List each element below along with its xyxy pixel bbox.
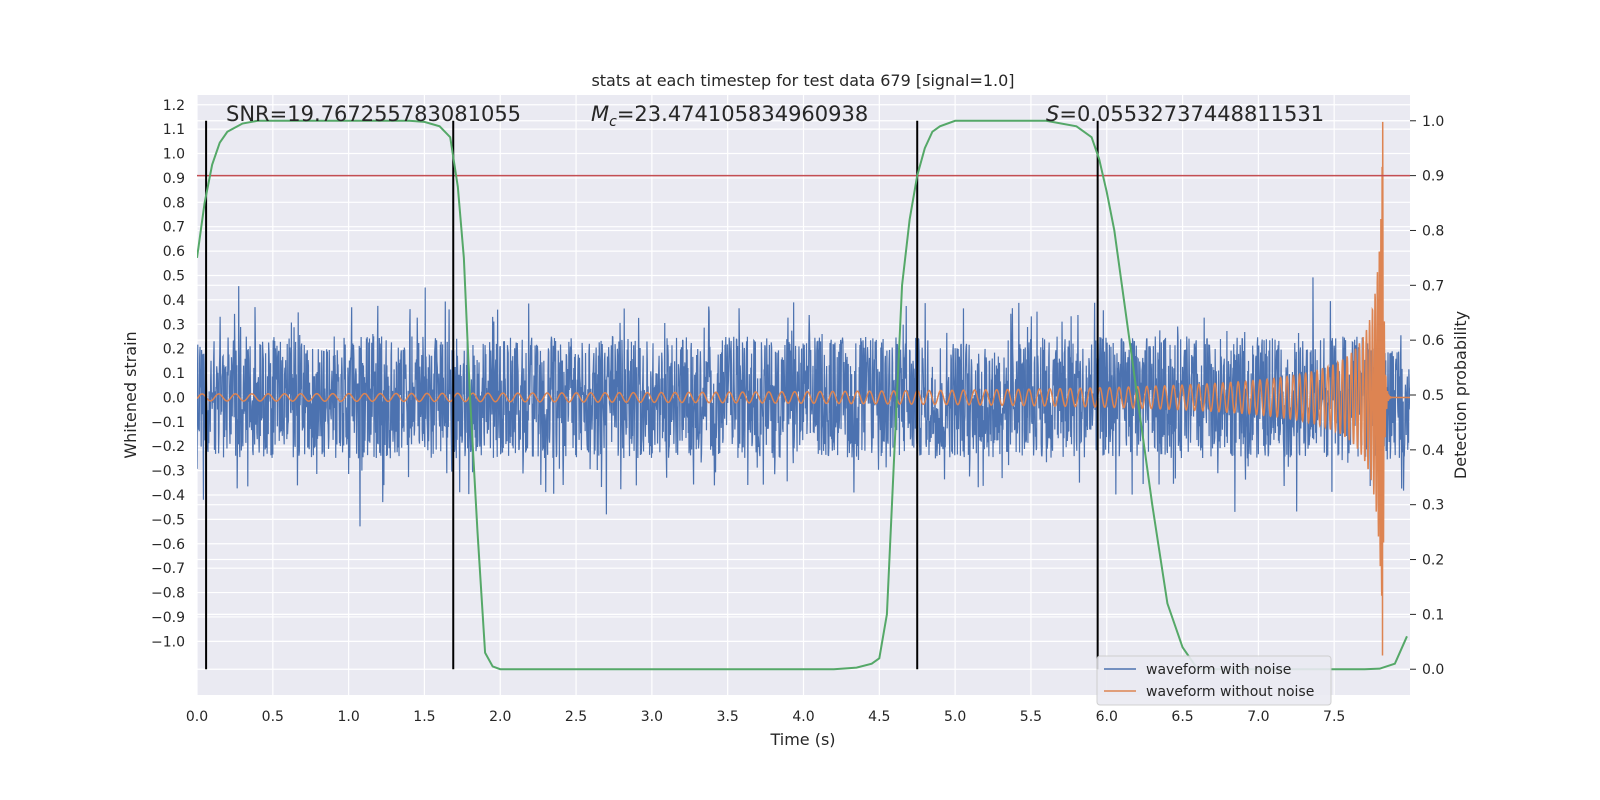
x-tick-label: 0.5 bbox=[262, 709, 284, 725]
legend: waveform with noise waveform without noi… bbox=[1096, 655, 1332, 706]
x-tick-label: 3.0 bbox=[641, 709, 663, 725]
y-tick-label: −0.8 bbox=[151, 586, 185, 602]
x-tick-label: 6.5 bbox=[1171, 709, 1193, 725]
y-tick-label: 0.7 bbox=[163, 220, 185, 236]
y-tick-label: 0.0 bbox=[163, 390, 185, 406]
x-tick-label: 6.0 bbox=[1096, 709, 1118, 725]
x-tick-label: 2.0 bbox=[489, 709, 511, 725]
y-tick-label: 1.1 bbox=[163, 122, 185, 138]
legend-label-clean: waveform without noise bbox=[1146, 684, 1314, 700]
y2-tick-label: 0.0 bbox=[1422, 662, 1444, 678]
y2-tick-label: 0.2 bbox=[1422, 553, 1444, 569]
y2-tick-label: 0.8 bbox=[1422, 223, 1444, 239]
series-detection-probability bbox=[197, 119, 1408, 671]
y2-tick-label: 0.4 bbox=[1422, 443, 1444, 459]
y-tick-label: 0.6 bbox=[163, 244, 185, 260]
y-tick-label: −0.6 bbox=[151, 537, 185, 553]
chirp-mass-annotation: Mc=23.474105834960938 bbox=[591, 102, 868, 130]
snr-annotation: SNR=19.767255783081055 bbox=[226, 102, 521, 126]
x-tick-label: 4.0 bbox=[792, 709, 814, 725]
y-tick-label: −1.0 bbox=[151, 634, 185, 650]
x-tick-label: 1.0 bbox=[337, 709, 359, 725]
y2-tick-label: 0.5 bbox=[1422, 388, 1444, 404]
y-tick-label: 0.4 bbox=[163, 293, 185, 309]
y2-axis-label: Detection probability bbox=[1451, 311, 1470, 479]
y2-tick-label: 0.9 bbox=[1422, 169, 1444, 185]
y-tick-label: −0.4 bbox=[151, 488, 185, 504]
y-tick-label: −0.3 bbox=[151, 464, 185, 480]
x-tick-label: 2.5 bbox=[565, 709, 587, 725]
y-tick-label: 1.0 bbox=[163, 147, 185, 163]
y-tick-label: 1.2 bbox=[163, 98, 185, 114]
x-axis-label: Time (s) bbox=[769, 730, 835, 749]
y-tick-label: 0.9 bbox=[163, 171, 185, 187]
y-tick-label: 0.3 bbox=[163, 317, 185, 333]
legend-box bbox=[1096, 655, 1332, 706]
x-tick-label: 5.5 bbox=[1020, 709, 1042, 725]
x-tick-label: 7.0 bbox=[1247, 709, 1269, 725]
y-tick-label: 0.1 bbox=[163, 366, 185, 382]
y-tick-label: −0.1 bbox=[151, 415, 185, 431]
y-tick-label: 0.2 bbox=[163, 342, 185, 358]
s-annotation: S=0.05532737448811531 bbox=[1046, 102, 1324, 126]
x-tick-label: 7.5 bbox=[1323, 709, 1345, 725]
y2-tick-label: 0.3 bbox=[1422, 498, 1444, 514]
x-tick-label: 1.5 bbox=[413, 709, 435, 725]
series-waveform-without-noise bbox=[197, 121, 1410, 656]
series-layer bbox=[197, 119, 1410, 671]
y-tick-label: 0.8 bbox=[163, 195, 185, 211]
y2-tick-label: 0.1 bbox=[1422, 607, 1444, 623]
y-tick-label: 0.5 bbox=[163, 268, 185, 284]
y-axis-label: Whitened strain bbox=[121, 331, 140, 458]
y2-tick-label: 0.7 bbox=[1422, 278, 1444, 294]
y-tick-label: −0.9 bbox=[151, 610, 185, 626]
x-tick-label: 4.5 bbox=[868, 709, 890, 725]
y-tick-label: −0.5 bbox=[151, 512, 185, 528]
x-tick-label: 3.5 bbox=[717, 709, 739, 725]
y-tick-label: −0.7 bbox=[151, 561, 185, 577]
vertical-lines bbox=[205, 120, 1099, 670]
tick-labels: 0.0 0.5 1.0 1.5 2.0 2.5 3.0 3.5 4.0 4.5 5.0 5.5 6.0 6… bbox=[151, 98, 1444, 725]
y2-tick-label: 0.6 bbox=[1422, 333, 1444, 349]
y-tick-label: −0.2 bbox=[151, 439, 185, 455]
x-tick-label: 5.0 bbox=[944, 709, 966, 725]
chart-title: stats at each timestep for test data 679… bbox=[591, 71, 1014, 90]
y2-tick-label: 1.0 bbox=[1422, 114, 1444, 130]
legend-label-noise: waveform with noise bbox=[1146, 662, 1291, 678]
x-tick-label: 0.0 bbox=[186, 709, 208, 725]
